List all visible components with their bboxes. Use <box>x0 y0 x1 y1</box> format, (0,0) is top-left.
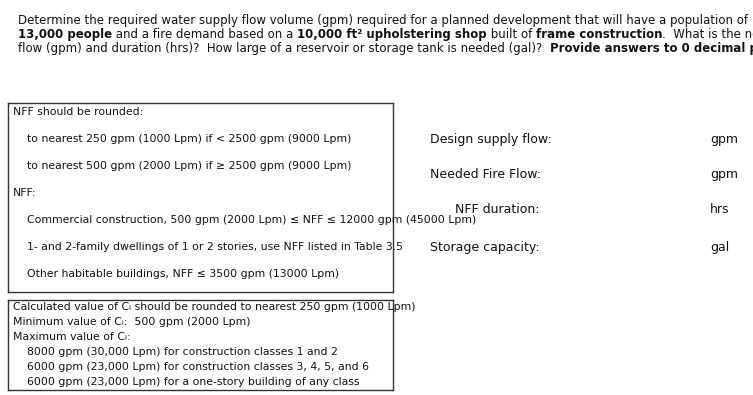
Text: to nearest 250 gpm (1000 Lpm) if < 2500 gpm (9000 Lpm): to nearest 250 gpm (1000 Lpm) if < 2500 … <box>13 134 351 144</box>
Text: 13,000 people: 13,000 people <box>18 28 112 41</box>
Text: gpm: gpm <box>710 134 738 147</box>
Text: flow (gpm) and duration (hrs)?  How large of a reservoir or storage tank is need: flow (gpm) and duration (hrs)? How large… <box>18 42 550 55</box>
Text: Design supply flow:: Design supply flow: <box>430 134 552 147</box>
Text: Determine the required water supply flow volume (gpm) required for a planned dev: Determine the required water supply flow… <box>18 14 748 27</box>
Text: Calculated value of Cᵢ should be rounded to nearest 250 gpm (1000 Lpm): Calculated value of Cᵢ should be rounded… <box>13 302 415 312</box>
Text: to nearest 500 gpm (2000 Lpm) if ≥ 2500 gpm (9000 Lpm): to nearest 500 gpm (2000 Lpm) if ≥ 2500 … <box>13 161 351 171</box>
Text: frame construction: frame construction <box>535 28 662 41</box>
Text: NFF:: NFF: <box>13 188 36 198</box>
Text: Storage capacity:: Storage capacity: <box>430 241 540 254</box>
Text: Commercial construction, 500 gpm (2000 Lpm) ≤ NFF ≤ 12000 gpm (45000 Lpm): Commercial construction, 500 gpm (2000 L… <box>13 215 476 225</box>
Text: Other habitable buildings, NFF ≤ 3500 gpm (13000 Lpm): Other habitable buildings, NFF ≤ 3500 gp… <box>13 269 339 279</box>
Text: Maximum value of Cᵢ:: Maximum value of Cᵢ: <box>13 332 130 342</box>
Text: NFF duration:: NFF duration: <box>455 203 539 216</box>
Text: .  What is the needed fire: . What is the needed fire <box>662 28 753 41</box>
Text: 1- and 2-family dwellings of 1 or 2 stories, use NFF listed in Table 3.5: 1- and 2-family dwellings of 1 or 2 stor… <box>13 242 403 252</box>
Text: built of: built of <box>486 28 535 41</box>
Text: NFF should be rounded:: NFF should be rounded: <box>13 107 143 117</box>
Text: and a fire demand based on a: and a fire demand based on a <box>112 28 297 41</box>
Text: 6000 gpm (23,000 Lpm) for a one-story building of any class: 6000 gpm (23,000 Lpm) for a one-story bu… <box>13 377 359 387</box>
Text: 10,000 ft² upholstering shop: 10,000 ft² upholstering shop <box>297 28 486 41</box>
Text: gpm: gpm <box>710 169 738 181</box>
Text: Provide answers to 0 decimal places.: Provide answers to 0 decimal places. <box>550 42 753 55</box>
Text: 6000 gpm (23,000 Lpm) for construction classes 3, 4, 5, and 6: 6000 gpm (23,000 Lpm) for construction c… <box>13 362 369 372</box>
Text: Needed Fire Flow:: Needed Fire Flow: <box>430 169 541 181</box>
Text: gal: gal <box>710 241 729 254</box>
Text: Minimum value of Cᵢ:  500 gpm (2000 Lpm): Minimum value of Cᵢ: 500 gpm (2000 Lpm) <box>13 317 250 327</box>
Text: 8000 gpm (30,000 Lpm) for construction classes 1 and 2: 8000 gpm (30,000 Lpm) for construction c… <box>13 347 337 357</box>
Text: hrs: hrs <box>710 203 730 216</box>
